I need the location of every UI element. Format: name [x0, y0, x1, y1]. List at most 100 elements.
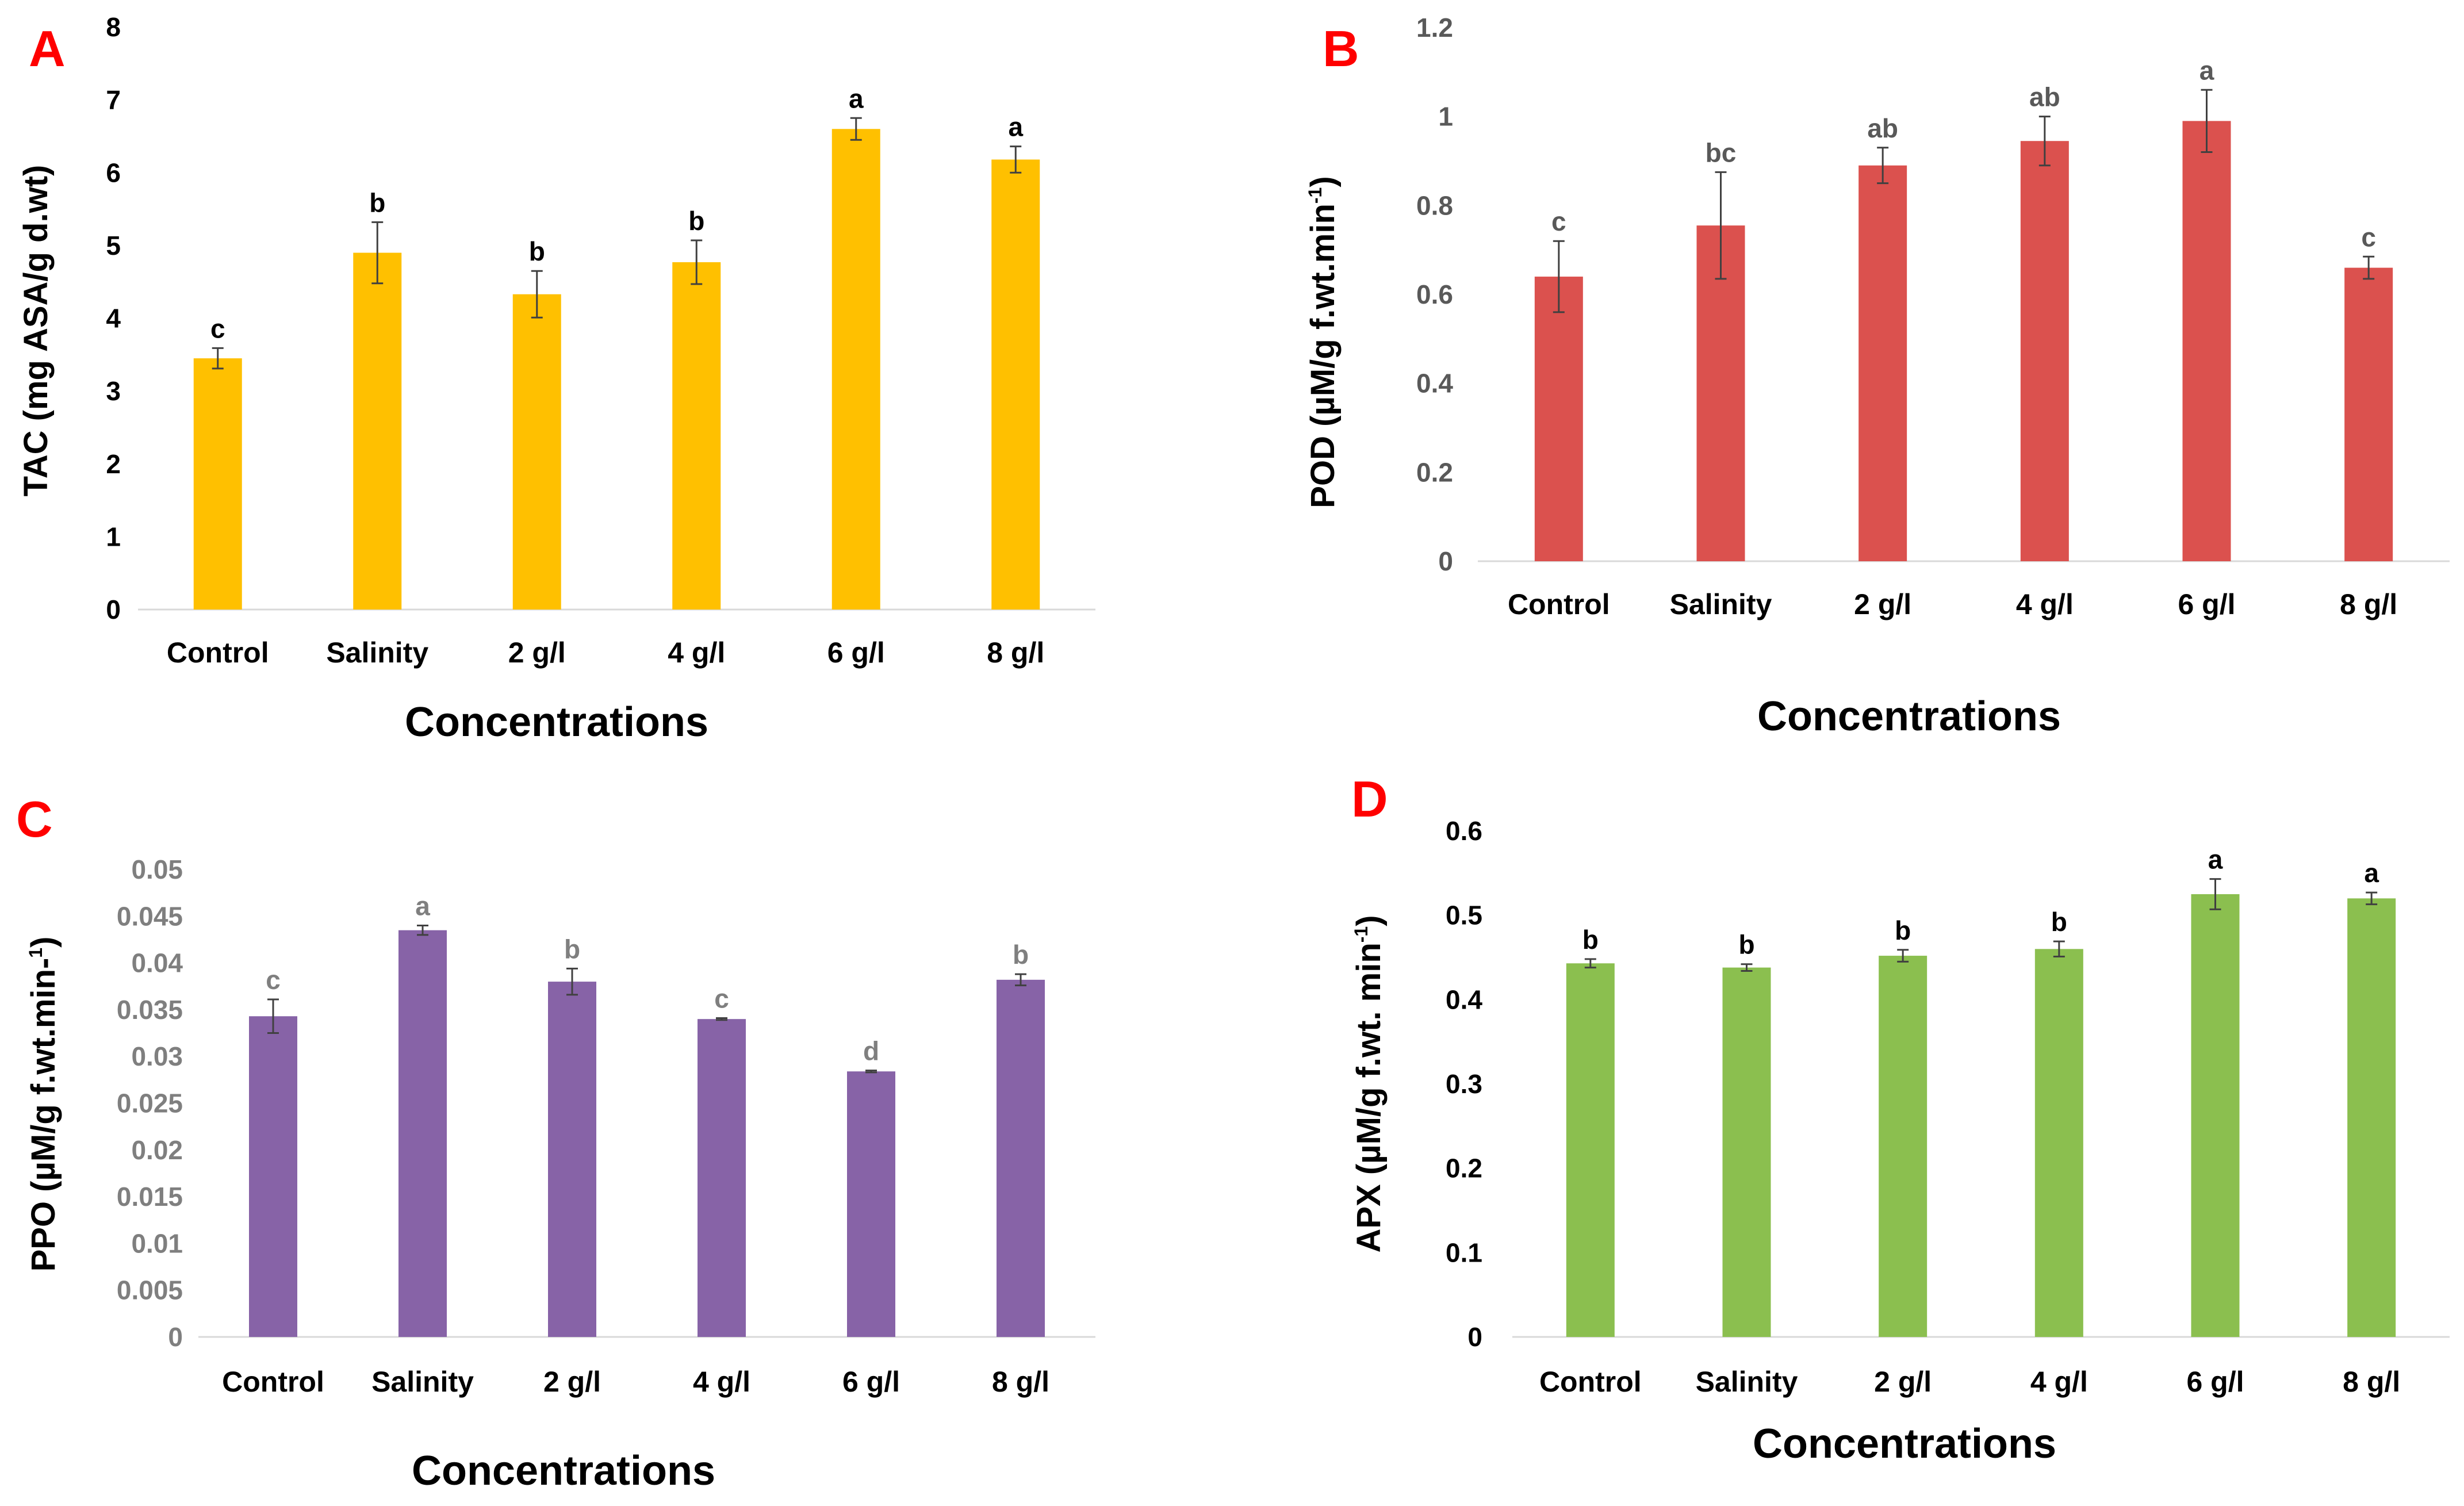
significance-label: a: [2199, 55, 2214, 85]
bar: [193, 358, 242, 610]
y-tick-label: 0.4: [1446, 984, 1482, 1014]
significance-label: a: [1008, 112, 1023, 142]
panel-label: D: [1351, 771, 1388, 827]
x-tick-label: 6 g/l: [2178, 588, 2235, 620]
significance-label: b: [1013, 940, 1029, 969]
significance-label: ab: [1867, 113, 1898, 143]
y-tick-label: 7: [106, 85, 121, 115]
significance-label: c: [2361, 222, 2376, 252]
y-axis-title: PPO (µM/g f.wt.min-1): [25, 937, 62, 1272]
bar: [1566, 963, 1615, 1337]
y-tick-label: 0.045: [117, 901, 183, 931]
y-tick-label: 3: [106, 376, 121, 406]
panel-label: C: [16, 791, 53, 848]
bar: [2034, 949, 2083, 1337]
y-tick-label: 0.4: [1416, 369, 1453, 398]
x-tick-label: Salinity: [371, 1366, 474, 1398]
y-tick-label: 0.8: [1416, 190, 1453, 220]
x-tick-label: 8 g/l: [987, 637, 1044, 669]
chart-panel-a: A 0 1 2 3 4 5 6 7 8 c Control b Salinity b 2 g/l b 4 g/l a…: [17, 12, 1095, 745]
x-tick-label: 2 g/l: [543, 1366, 601, 1398]
bar: [672, 262, 721, 610]
x-tick-label: Control: [222, 1366, 324, 1398]
y-tick-label: 2: [106, 449, 121, 479]
x-tick-label: Control: [1539, 1366, 1642, 1398]
x-tick-label: 4 g/l: [2030, 1366, 2088, 1398]
y-tick-label: 0.03: [131, 1041, 183, 1071]
y-tick-label: 0.5: [1446, 900, 1482, 930]
significance-label: c: [1551, 206, 1566, 236]
bar: [353, 252, 402, 610]
panel-label: B: [1323, 20, 1359, 77]
significance-label: c: [210, 313, 225, 343]
significance-label: ab: [2029, 82, 2060, 112]
y-tick-label: 1.2: [1416, 13, 1453, 43]
significance-label: b: [529, 236, 545, 266]
bar: [997, 979, 1045, 1337]
y-tick-label: 0.025: [117, 1089, 183, 1118]
x-tick-label: Control: [167, 637, 269, 669]
y-tick-label: 1: [1438, 102, 1453, 132]
y-tick-label: 0.005: [117, 1275, 183, 1305]
y-tick-label: 0.1: [1446, 1237, 1482, 1267]
bar: [847, 1071, 895, 1337]
y-tick-label: 0.2: [1416, 457, 1453, 487]
bar: [1696, 225, 1745, 562]
bar: [398, 930, 447, 1337]
x-tick-label: Salinity: [326, 637, 428, 669]
significance-label: d: [863, 1036, 879, 1066]
y-tick-label: 0.015: [117, 1182, 183, 1212]
y-tick-label: 0: [1438, 546, 1453, 576]
significance-label: c: [714, 984, 729, 1014]
y-tick-label: 0.6: [1446, 816, 1482, 846]
y-tick-label: 8: [106, 12, 121, 42]
y-tick-label: 4: [106, 304, 121, 334]
x-axis-title: Concentrations: [1753, 1421, 2056, 1467]
bar: [2191, 894, 2240, 1337]
y-axis-title: POD (µM/g f.wt.min-1): [1304, 176, 1342, 508]
x-tick-label: 4 g/l: [668, 637, 725, 669]
significance-label: b: [369, 187, 385, 217]
significance-label: b: [1582, 925, 1599, 955]
significance-label: b: [688, 206, 704, 236]
bar: [831, 129, 880, 610]
x-tick-label: 4 g/l: [693, 1366, 750, 1398]
y-tick-label: 0: [1467, 1322, 1482, 1352]
chart-panel-d: D 0 0.1 0.2 0.3 0.4 0.5 0.6 b Control b Salinity b 2 …: [1350, 771, 2450, 1467]
y-tick-label: 0.2: [1446, 1154, 1482, 1183]
x-tick-label: 2 g/l: [508, 637, 566, 669]
y-tick-label: 1: [106, 522, 121, 551]
x-tick-label: Salinity: [1670, 588, 1772, 620]
bar: [1534, 277, 1583, 561]
y-tick-label: 0: [168, 1322, 183, 1352]
chart-panel-b: B 0 0.2 0.4 0.6 0.8 1 1.2 c Control bc Salinity ab 2 …: [1304, 13, 2450, 739]
significance-label: bc: [1706, 137, 1737, 167]
x-tick-label: 6 g/l: [2186, 1366, 2244, 1398]
significance-label: a: [849, 83, 864, 113]
bar: [512, 294, 561, 610]
x-tick-label: 8 g/l: [2340, 588, 2397, 620]
bar: [2347, 898, 2396, 1337]
significance-label: b: [2051, 907, 2067, 937]
significance-label: a: [2208, 845, 2223, 875]
x-tick-label: 4 g/l: [2016, 588, 2074, 620]
significance-label: c: [266, 965, 281, 995]
significance-label: b: [1895, 915, 1911, 945]
x-axis-title: Concentrations: [405, 699, 708, 745]
bar: [2020, 141, 2069, 561]
x-axis-title: Concentrations: [1757, 693, 2061, 739]
y-tick-label: 0.3: [1446, 1069, 1482, 1099]
x-tick-label: 6 g/l: [827, 637, 885, 669]
bar: [1879, 956, 1927, 1337]
y-axis-title: APX (µM/g f.wt. min-1): [1350, 915, 1388, 1252]
x-tick-label: 8 g/l: [2343, 1366, 2400, 1398]
y-axis-title: TAC (mg ASA/g d.wt): [17, 165, 55, 497]
y-tick-label: 0.035: [117, 995, 183, 1025]
y-tick-label: 0.6: [1416, 279, 1453, 309]
significance-label: a: [415, 891, 430, 921]
y-tick-label: 0.01: [131, 1228, 183, 1258]
y-tick-label: 0.05: [131, 854, 183, 884]
y-tick-label: 0.04: [131, 948, 183, 978]
